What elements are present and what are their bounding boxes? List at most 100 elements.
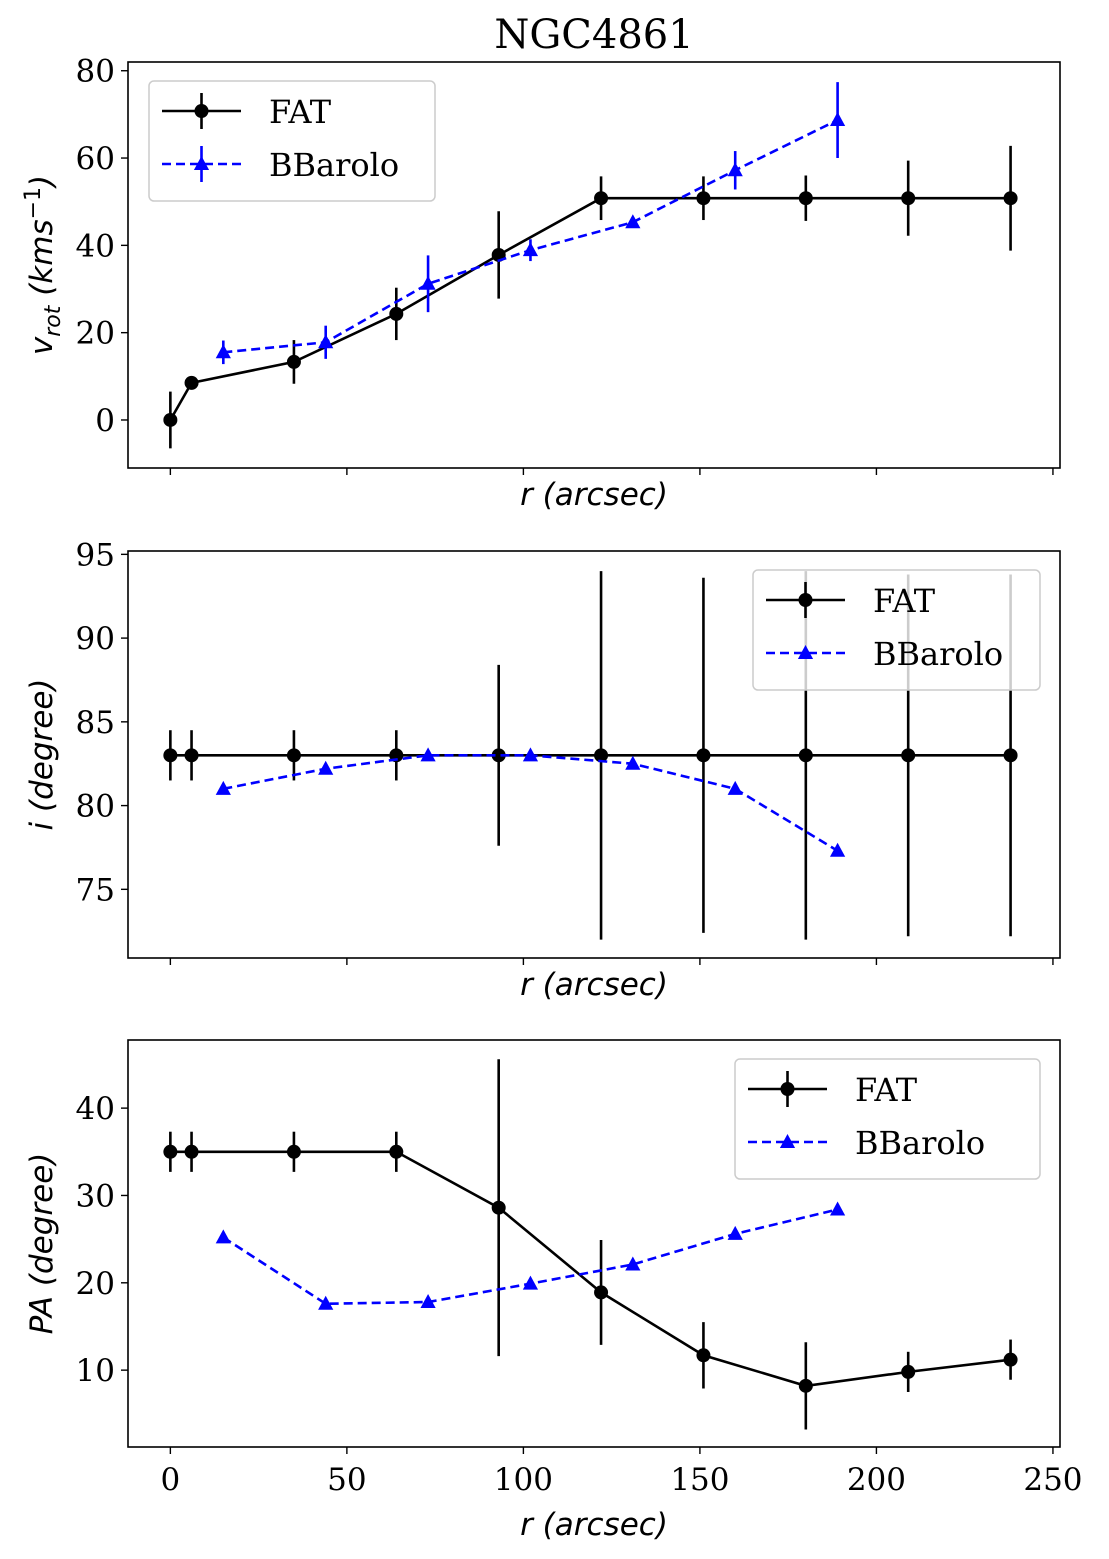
y-tick-label: 80: [76, 789, 115, 825]
axes-frame: [127, 550, 1061, 959]
y-axis-subscript: rot: [41, 304, 66, 337]
data-point-bbarolo: [215, 344, 231, 359]
plot-area: [163, 1059, 1018, 1430]
legend-label-bbarolo: BBarolo: [873, 635, 1003, 673]
data-point-fat: [696, 1348, 711, 1363]
data-point-bbarolo: [727, 780, 743, 795]
data-point-bbarolo: [318, 1295, 334, 1310]
legend: FAT BBarolo: [734, 1058, 1041, 1180]
y-tick-label: 85: [76, 705, 115, 741]
data-point-fat: [491, 1200, 506, 1215]
x-axis-unit: (arcsec): [533, 967, 668, 1003]
data-point-bbarolo: [625, 755, 641, 770]
data-point-fat: [163, 1144, 178, 1159]
x-tick-label: 150: [670, 1462, 729, 1498]
y-tick-label: 40: [76, 228, 115, 264]
x-axis-unit: (arcsec): [533, 477, 668, 513]
y-axis-unit: (degree): [24, 679, 60, 822]
legend-bbarolo-marker: [779, 1134, 796, 1148]
data-point-fat: [798, 1378, 813, 1393]
x-axis-var: r: [520, 477, 535, 513]
data-point-bbarolo: [215, 1229, 231, 1244]
data-point-bbarolo: [522, 1275, 539, 1290]
data-point-bbarolo: [625, 214, 641, 229]
data-point-fat: [491, 748, 506, 763]
data-point-bbarolo: [522, 242, 539, 257]
y-axis-var: v: [24, 336, 60, 355]
data-point-fat: [286, 354, 301, 369]
y-axis-label: PA (degree): [24, 1153, 60, 1335]
x-axis-label: r (arcsec): [520, 477, 668, 513]
series-fat: [163, 145, 1018, 449]
data-point-fat: [901, 748, 916, 763]
y-axis-unit: (degree): [24, 1153, 60, 1296]
data-point-bbarolo: [727, 1225, 743, 1240]
data-point-bbarolo: [625, 1256, 641, 1271]
data-point-fat: [594, 748, 609, 763]
data-point-bbarolo: [420, 275, 436, 290]
legend: FAT BBarolo: [752, 569, 1041, 691]
x-axis-var: r: [520, 967, 535, 1003]
legend: FAT BBarolo: [148, 80, 436, 202]
legend-label-bbarolo: BBarolo: [855, 1124, 985, 1162]
data-point-bbarolo: [420, 1294, 436, 1309]
y-axis-unit: (kms: [24, 219, 60, 305]
legend-bbarolo-marker: [797, 645, 814, 659]
y-axis-label: i (degree): [24, 679, 60, 831]
data-point-fat: [389, 1144, 404, 1159]
data-point-fat: [798, 191, 813, 206]
legend-fat-marker: [798, 593, 813, 607]
legend-fat-marker: [194, 104, 209, 118]
y-tick-label: 90: [76, 621, 115, 657]
y-tick-label: 20: [76, 1266, 115, 1302]
data-point-fat: [286, 1144, 301, 1159]
data-point-fat: [798, 748, 813, 763]
x-tick-label: 0: [160, 1462, 180, 1498]
x-axis-label: r (arcsec): [520, 1507, 668, 1543]
y-axis-var: i: [24, 822, 60, 831]
y-axis-close: ): [24, 175, 60, 189]
y-tick-label: 75: [76, 872, 115, 908]
y-tick-label: 0: [95, 403, 115, 439]
series-bbarolo: [215, 1201, 846, 1310]
data-point-bbarolo: [215, 780, 231, 795]
legend-label-fat: FAT: [269, 93, 332, 131]
series-line-bbarolo: [223, 754, 839, 852]
data-point-fat: [184, 375, 199, 390]
panel-2: 75 80 85 90 95 r (arcsec) i (degree) FAT BBarolo: [24, 537, 1061, 1003]
data-point-fat: [901, 191, 916, 206]
data-point-fat: [286, 748, 301, 763]
data-point-fat: [901, 1364, 916, 1379]
chart-title: NGC4861: [494, 12, 693, 58]
y-tick-label: 95: [76, 537, 115, 573]
x-axis-unit: (arcsec): [533, 1507, 668, 1543]
legend-fat-marker: [780, 1082, 795, 1096]
y-axis-var: PA: [24, 1296, 60, 1334]
y-tick-label: 30: [76, 1178, 115, 1214]
data-point-bbarolo: [420, 747, 436, 762]
series-fat: [163, 1059, 1018, 1430]
y-axis-label: vrot (kms−1): [21, 175, 66, 355]
panel-1: 0 20 40 60 80 r (arcsec) vrot (kms−1) FAT BBarol…: [21, 54, 1061, 513]
x-axis-var: r: [520, 1507, 535, 1543]
data-point-fat: [1003, 748, 1018, 763]
data-point-bbarolo: [318, 760, 334, 775]
data-point-fat: [389, 306, 404, 321]
data-point-bbarolo: [318, 334, 334, 349]
data-point-fat: [696, 748, 711, 763]
data-point-fat: [1003, 191, 1018, 206]
panel-3: 0 50 100 150 200 250 10 20 30 40 r (arcsec) PA (deg…: [24, 1039, 1083, 1543]
data-point-fat: [594, 1285, 609, 1300]
data-point-fat: [696, 191, 711, 206]
y-tick-label: 40: [76, 1091, 115, 1127]
data-point-bbarolo: [829, 842, 846, 857]
x-tick-label: 200: [847, 1462, 906, 1498]
data-point-bbarolo: [522, 747, 539, 762]
data-point-fat: [1003, 1352, 1018, 1367]
x-tick-label: 50: [327, 1462, 366, 1498]
series-bbarolo: [215, 747, 846, 857]
x-tick-label: 100: [494, 1462, 553, 1498]
legend-label-fat: FAT: [873, 582, 936, 620]
data-point-fat: [163, 748, 178, 763]
